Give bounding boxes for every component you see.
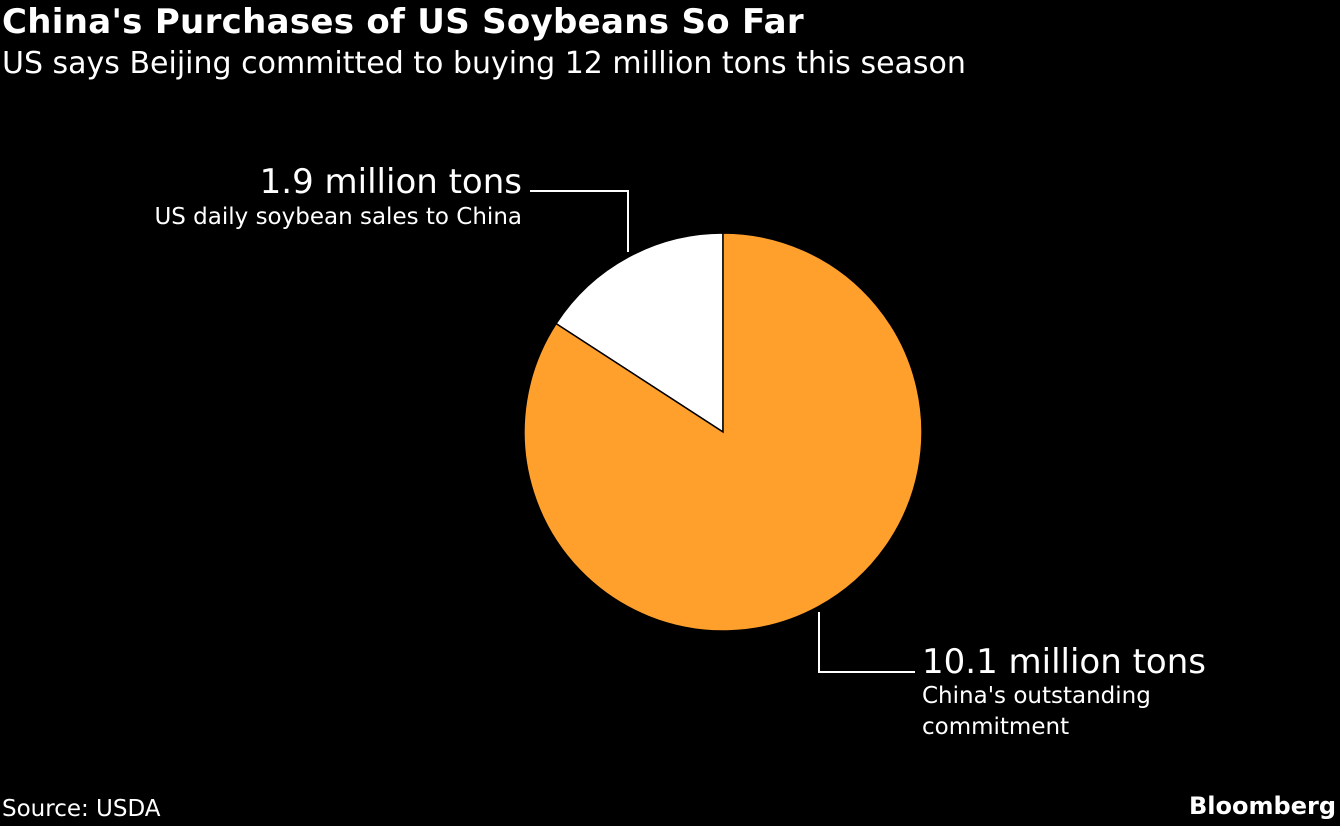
chart-title: China's Purchases of US Soybeans So Far [2, 2, 804, 42]
chart-subtitle: US says Beijing committed to buying 12 m… [2, 46, 966, 81]
pie-slice-commitment [523, 232, 923, 632]
slice-description-sales: US daily soybean sales to China [154, 204, 522, 230]
slice-value-label-sales: 1.9 million tons [260, 162, 522, 202]
pie-slice-sales [555, 232, 724, 434]
leader-line-sales [530, 190, 629, 252]
source-note: Source: USDA [2, 796, 161, 822]
slice-description-commitment-line2: commitment [922, 714, 1069, 740]
slice-description-commitment-line1: China's outstanding [922, 683, 1151, 709]
leader-line-commitment [818, 612, 915, 673]
slice-value-label-commitment: 10.1 million tons [922, 642, 1206, 682]
pie-slices [523, 232, 923, 632]
bloomberg-logo: Bloomberg [1189, 792, 1336, 820]
